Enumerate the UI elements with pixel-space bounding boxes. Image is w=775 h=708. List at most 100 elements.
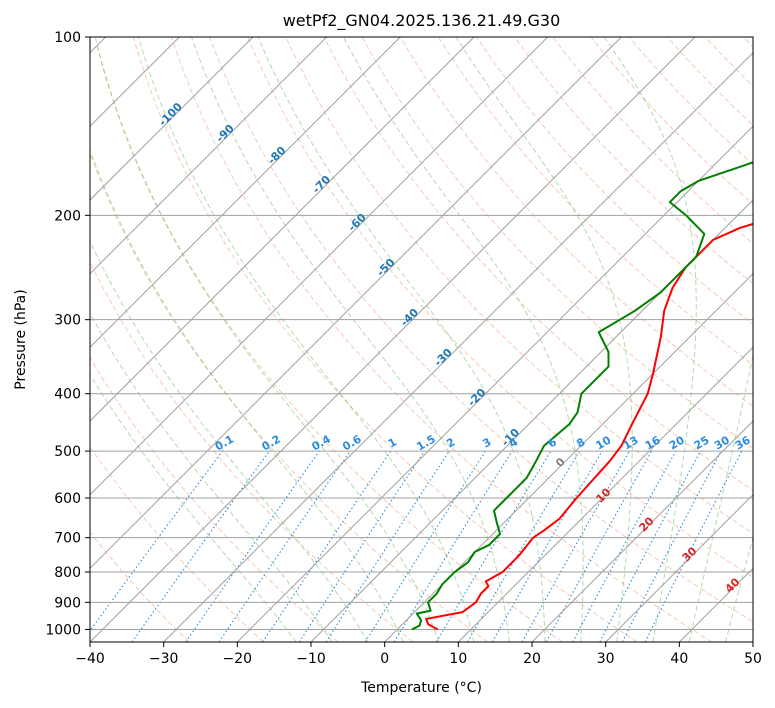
dry-adiabat-line [171,37,713,642]
chart-title: wetPf2_GN04.2025.136.21.49.G30 [283,11,561,31]
y-tick-label: 600 [54,491,81,507]
isotherm-line [531,420,753,642]
isotherm-line [90,37,401,349]
profile-series [411,161,753,631]
dry-adiabat-line [361,37,753,449]
moist-adiabat-line [343,37,584,642]
moist-adiabat-line [725,535,753,642]
mixing-ratio-line [131,450,270,642]
mixing-ratio-line [262,450,392,642]
x-tick-label: −20 [223,651,253,667]
mixing-ratio-line [521,450,630,642]
mixing-ratio-line [325,450,450,642]
moist-adiabat-label: 40 [723,575,743,595]
y-tick-label: 900 [54,595,81,611]
dry-adiabat-label: -40 [398,306,421,329]
isotherm-line [90,37,475,422]
isotherm-line [163,51,753,642]
mixing-ratio-line [599,450,702,642]
moist-adiabat-line [688,352,753,642]
isotherm-line [384,272,753,642]
isotherm-line [310,199,753,642]
moist-adiabat-line [191,37,510,642]
y-axis-label: Pressure (hPa) [13,289,29,389]
mixing-ratio-label: 0.6 [340,432,364,453]
y-tick-label: 200 [54,208,81,224]
mixing-ratio-label: 0.1 [213,432,236,453]
dry-adiabat-line [323,37,753,491]
mixing-ratio-label: 16 [643,433,663,452]
moist-adiabat-line [90,312,333,642]
mixing-ratio-label: 8 [574,435,587,450]
y-tick-label: 500 [54,444,81,460]
isotherm-line [605,493,753,642]
mixing-ratio-label: 1.5 [414,432,437,453]
y-tick-label: 1000 [45,622,81,638]
x-tick-label: 0 [380,651,389,667]
x-tick-label: 40 [670,651,688,667]
x-tick-label: −30 [149,651,179,667]
y-tick-label: 100 [54,30,81,46]
dry-adiabat-line [743,37,753,48]
isotherm-line [752,641,753,642]
dry-adiabat-line [399,37,753,407]
dry-adiabat-line [90,531,190,642]
dry-adiabat-label: -50 [374,256,397,279]
isotherm-line [90,37,254,201]
dry-adiabat-line [90,260,414,642]
mixing-ratio-label: 6 [546,435,559,450]
dry-adiabat-line [704,37,753,87]
isotherm-line [90,37,549,496]
dry-adiabat-label: -70 [310,173,333,196]
temperature-line [425,222,753,631]
moist-adiabat-line [90,373,297,642]
mixing-ratio-label: 1 [386,435,399,450]
y-tick-label: 800 [54,565,81,581]
isotherm-line [90,37,696,642]
x-axis-label: Temperature (°C) [360,680,482,696]
moist-adiabat-label: 30 [680,544,700,564]
mixing-ratio-label: 0.2 [260,432,283,453]
dewpoint-line [411,161,753,631]
dry-adiabat-label: -90 [214,122,237,145]
moist-adiabat-label: 0 [553,455,568,470]
y-tick-label: 300 [54,313,81,329]
mixing-ratio-label: 13 [621,434,641,453]
moist-adiabat-line [90,239,369,642]
dry-adiabat-label: -60 [346,211,369,234]
dry-adiabat-line [247,37,753,578]
dry-adiabat-line [90,152,488,642]
mixing-ratio-label: 30 [712,433,732,452]
moist-adiabat-line [455,37,633,642]
mixing-ratio-line [90,450,223,632]
mixing-ratio-line [572,450,677,642]
dry-adiabat-line [132,37,638,642]
dry-adiabat-label: -20 [465,386,488,409]
mixing-ratio-label: 2 [444,435,457,450]
dry-adiabat-label: -100 [156,100,185,129]
isotherm-line [236,125,753,642]
mixing-ratio-line [218,450,351,642]
dry-adiabat-line [90,356,339,642]
moist-adiabat-line [603,37,697,642]
y-tick-label: 700 [54,531,81,547]
y-tick-label: 400 [54,387,81,403]
plot-frame [89,36,754,643]
dry-adiabat-label: -30 [432,346,455,369]
x-tick-label: −40 [75,651,105,667]
dry-adiabat-line [209,37,753,623]
moist-adiabat-line [97,46,439,642]
moist-adiabat-line [90,148,404,642]
mixing-ratio-label: 3 [480,435,493,450]
mixing-ratio-line [621,450,722,642]
isotherm-line [90,37,328,275]
x-tick-label: 30 [597,651,615,667]
x-tick-label: 20 [523,651,541,667]
dry-adiabat-line [552,37,753,245]
x-tick-label: −10 [296,651,326,667]
dry-adiabat-line [285,37,753,535]
isotherm-line [90,37,622,570]
x-tick-label: 50 [744,651,762,667]
dry-adiabat-line [438,37,753,366]
